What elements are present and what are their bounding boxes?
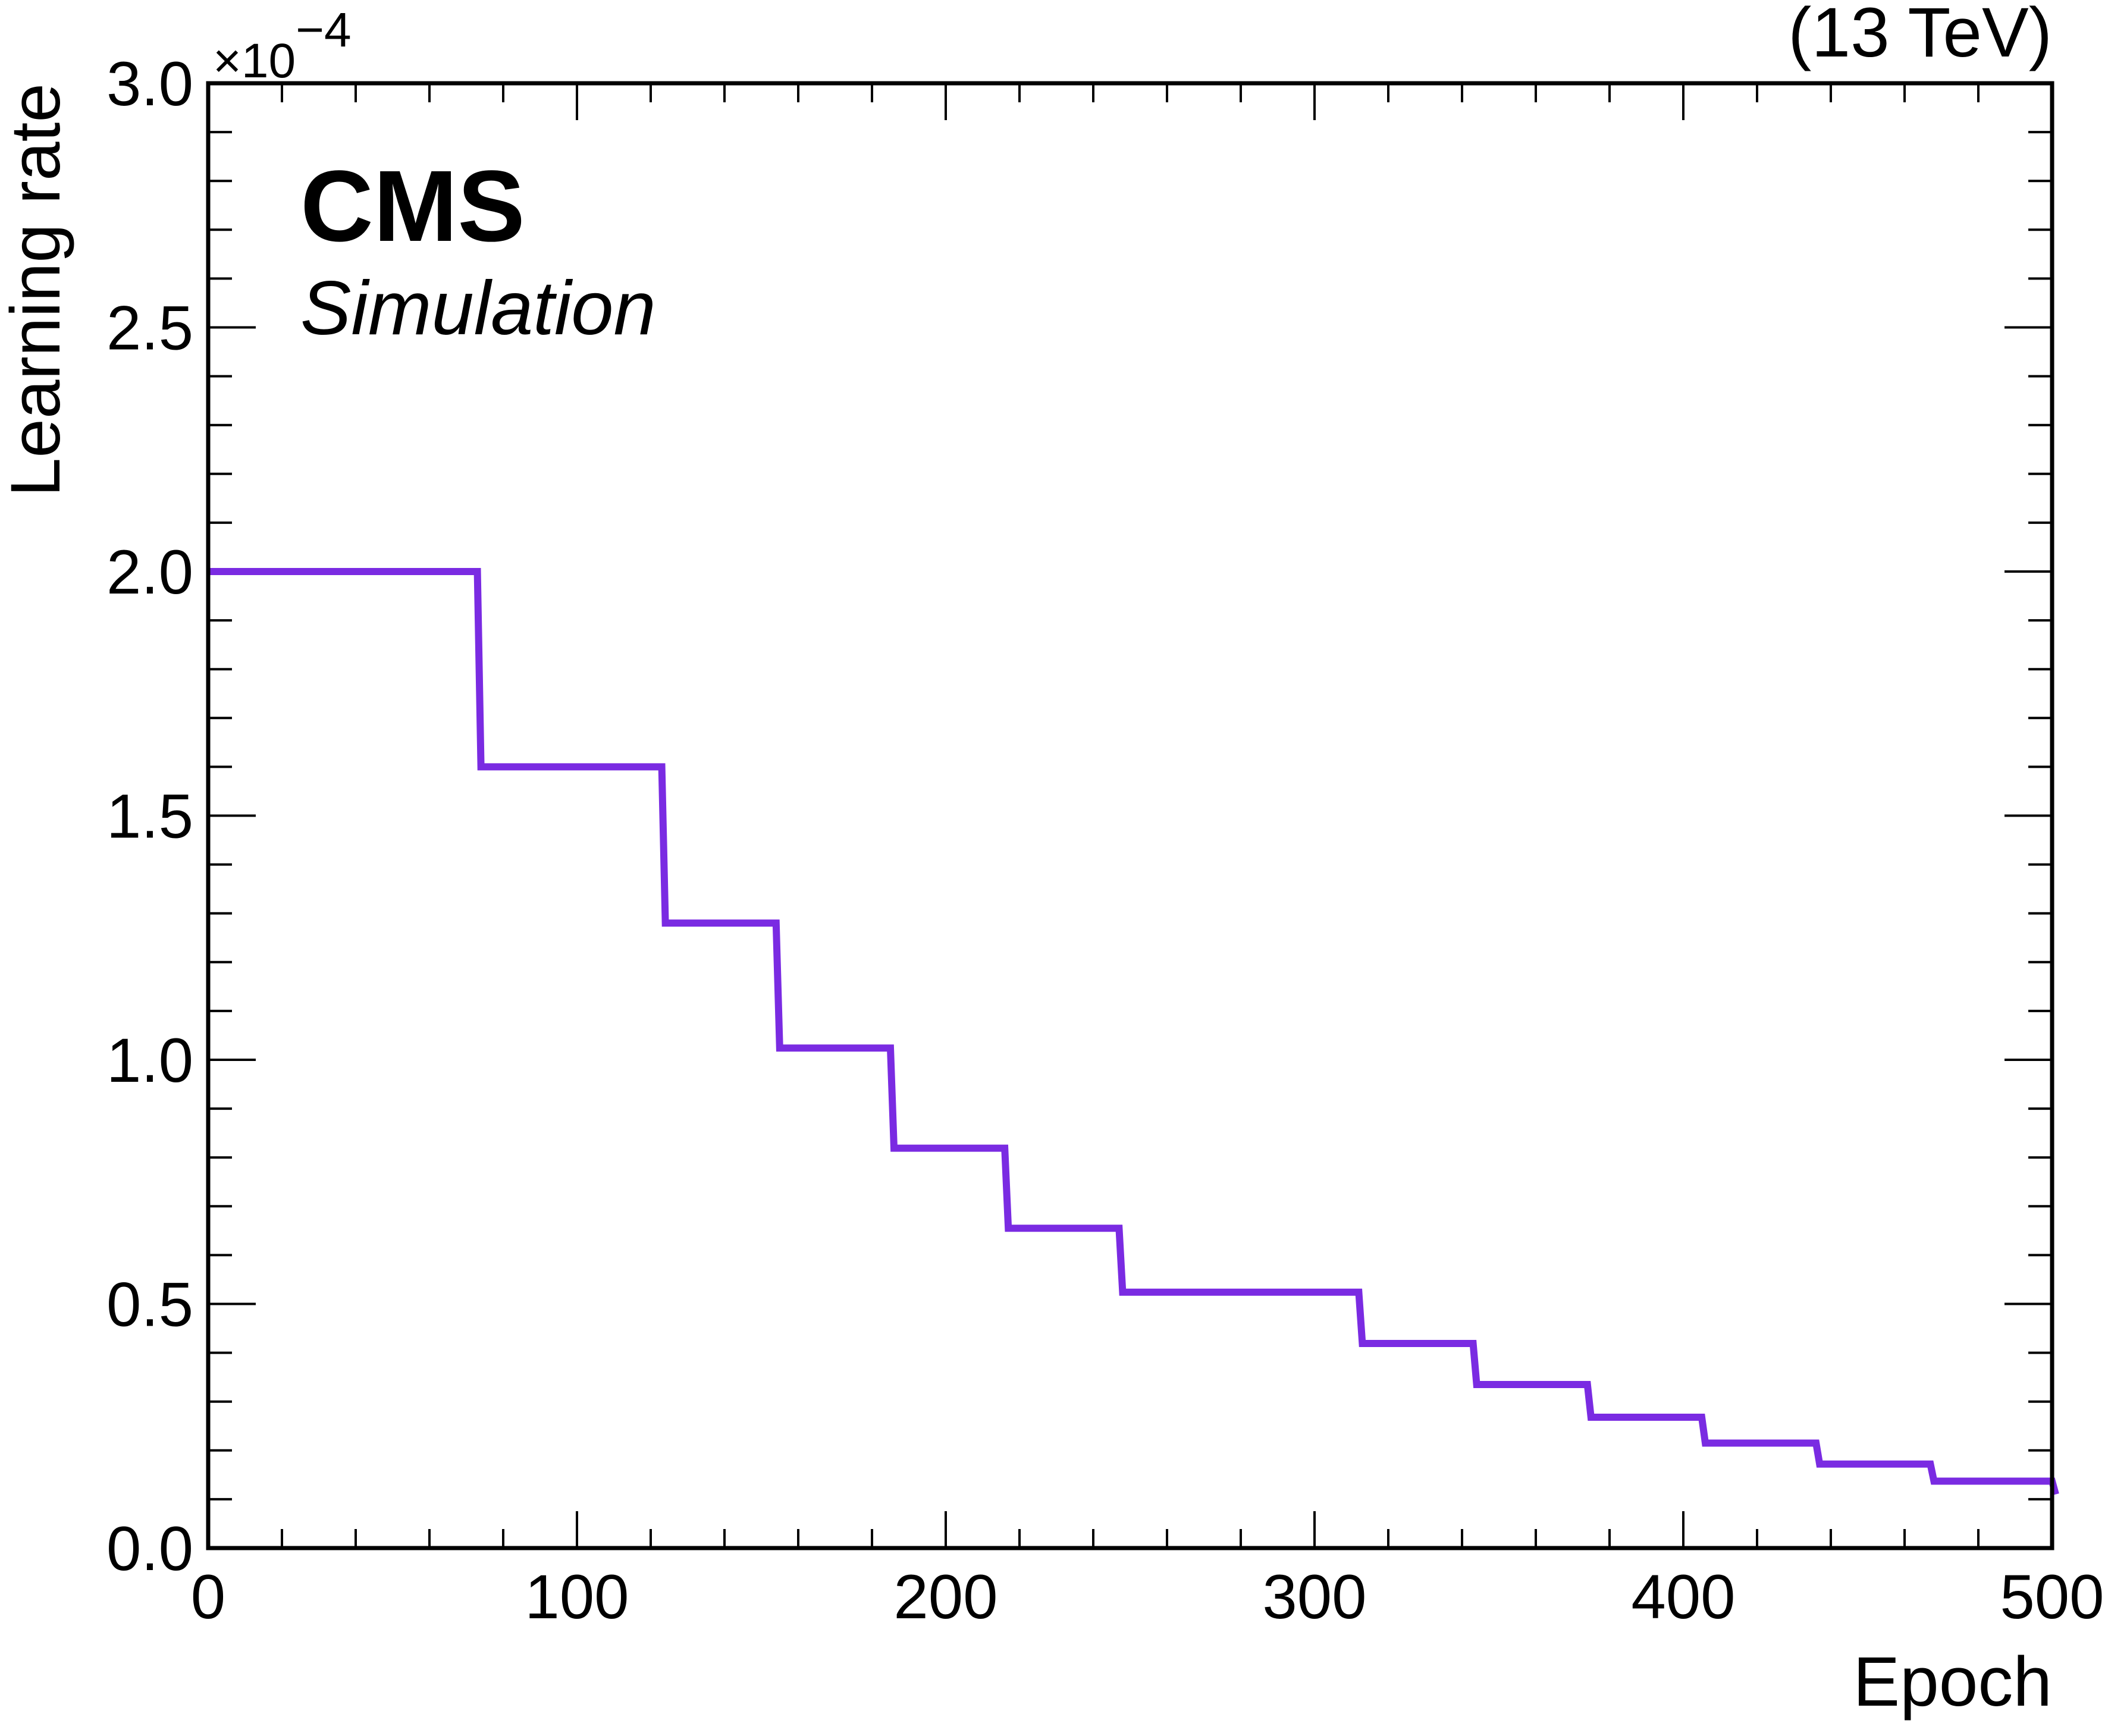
simulation-label: Simulation	[300, 266, 656, 351]
x-tick-label: 100	[525, 1562, 629, 1632]
y-tick-label: 3.0	[106, 49, 193, 119]
y-tick-label: 2.5	[106, 294, 193, 363]
y-tick-label: 2.0	[106, 538, 193, 607]
x-tick-label: 200	[893, 1562, 997, 1632]
y-tick-label: 0.0	[106, 1514, 193, 1584]
energy-label: (13 TeV)	[1788, 0, 2052, 72]
y-axis-title: Learning rate	[0, 83, 75, 497]
x-axis-title: Epoch	[1853, 1643, 2052, 1721]
x-tick-label: 400	[1631, 1562, 1735, 1632]
y-multiplier-base: ×10	[213, 34, 296, 88]
plot-frame	[206, 81, 2054, 1550]
y-multiplier-exponent: −4	[296, 3, 352, 57]
x-tick-label: 0	[191, 1562, 225, 1632]
y-tick-label: 0.5	[106, 1270, 193, 1340]
y-tick-label: 1.5	[106, 782, 193, 852]
x-tick-label: 500	[2000, 1562, 2104, 1632]
series-line	[208, 568, 2059, 1496]
y-multiplier-label: ×10−4	[213, 3, 352, 88]
x-tick-label: 300	[1262, 1562, 1366, 1632]
y-tick-label: 1.0	[106, 1026, 193, 1095]
cms-label: CMS	[300, 150, 525, 263]
